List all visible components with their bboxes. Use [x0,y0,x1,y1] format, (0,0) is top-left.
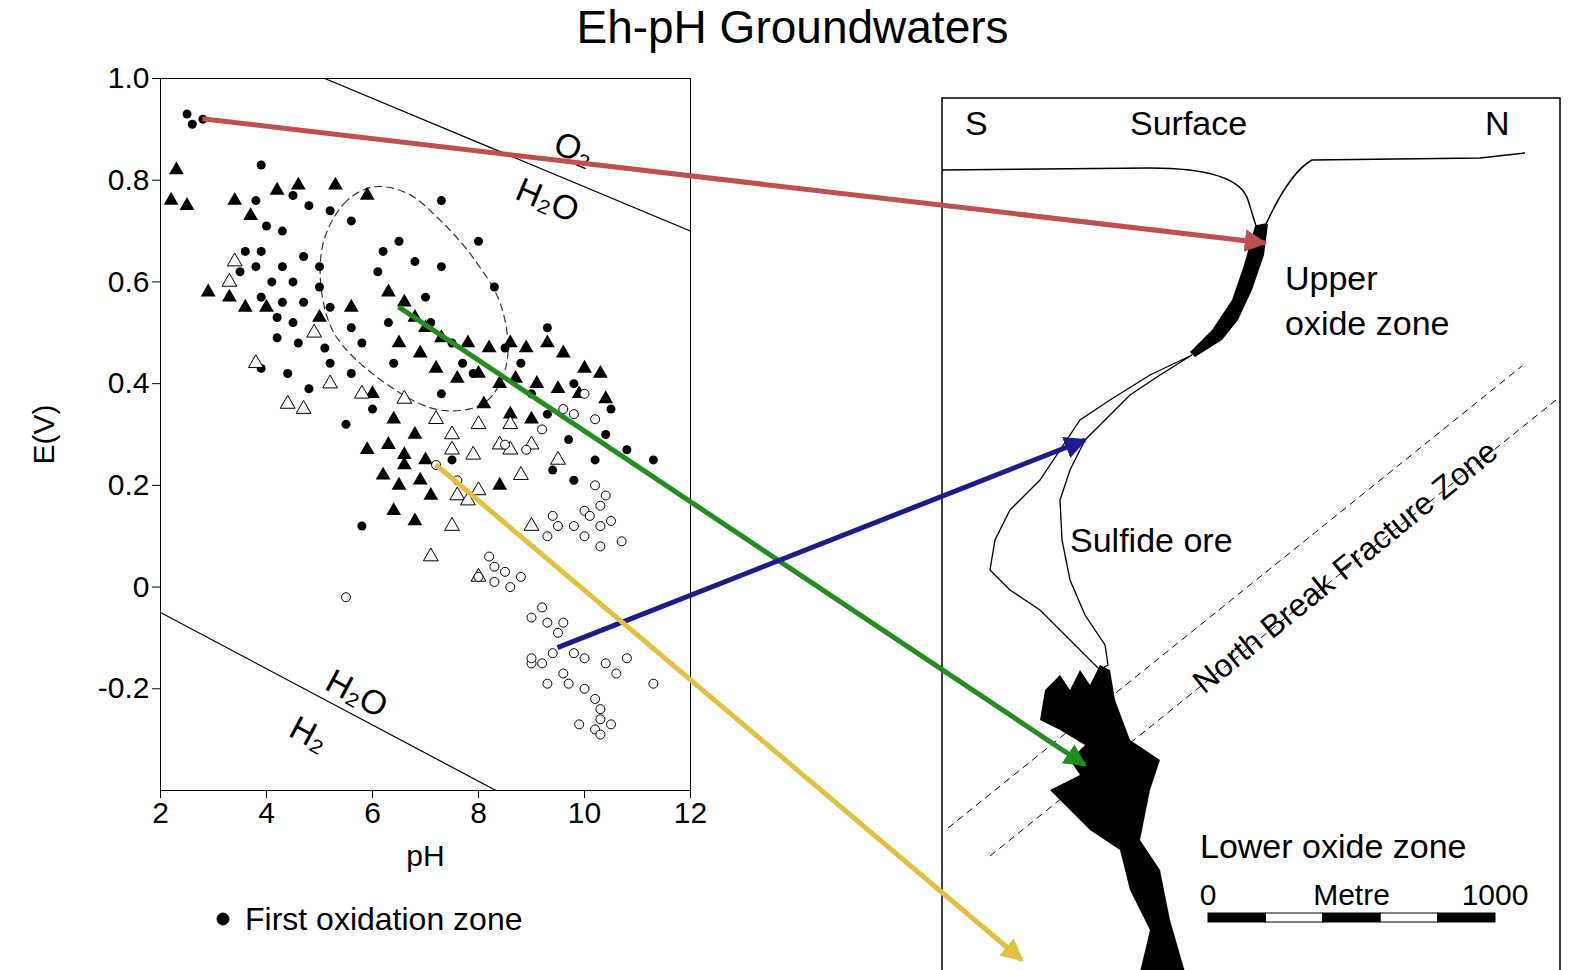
svg-text:2: 2 [152,796,169,829]
svg-text:H₂: H₂ [284,708,335,759]
svg-text:0: 0 [1200,878,1217,911]
svg-text:N: N [1485,104,1510,142]
svg-text:E(V): E(V) [27,405,60,465]
svg-text:6: 6 [364,796,381,829]
svg-text:0.6: 0.6 [108,265,150,298]
svg-text:Surface: Surface [1130,104,1247,142]
svg-text:H₂O: H₂O [320,661,395,725]
svg-text:-0.2: -0.2 [98,671,150,704]
svg-text:0: 0 [133,570,150,603]
svg-text:O₂: O₂ [549,123,600,173]
svg-text:12: 12 [674,796,707,829]
svg-text:Lower oxide zone: Lower oxide zone [1200,827,1467,865]
svg-text:0.8: 0.8 [108,163,150,196]
svg-text:1000: 1000 [1462,878,1529,911]
svg-text:0.2: 0.2 [108,468,150,501]
svg-text:North Break Fracture Zone: North Break Fracture Zone [1186,433,1504,700]
svg-text:pH: pH [406,839,444,872]
svg-text:oxide zone: oxide zone [1285,304,1449,342]
svg-text:S: S [965,104,988,142]
svg-text:10: 10 [568,796,601,829]
svg-text:8: 8 [470,796,487,829]
svg-text:Metre: Metre [1313,878,1390,911]
svg-text:0.4: 0.4 [108,366,150,399]
svg-text:Upper: Upper [1285,259,1378,297]
svg-text:1.0: 1.0 [108,61,150,94]
svg-text:Sulfide ore: Sulfide ore [1070,521,1233,559]
html-text:Eh-pH Groundwaters: Eh-pH Groundwaters [576,1,1009,53]
html-text:First oxidation zone: First oxidation zone [245,901,523,937]
svg-text:4: 4 [258,796,275,829]
svg-text:H₂O: H₂O [511,170,585,230]
